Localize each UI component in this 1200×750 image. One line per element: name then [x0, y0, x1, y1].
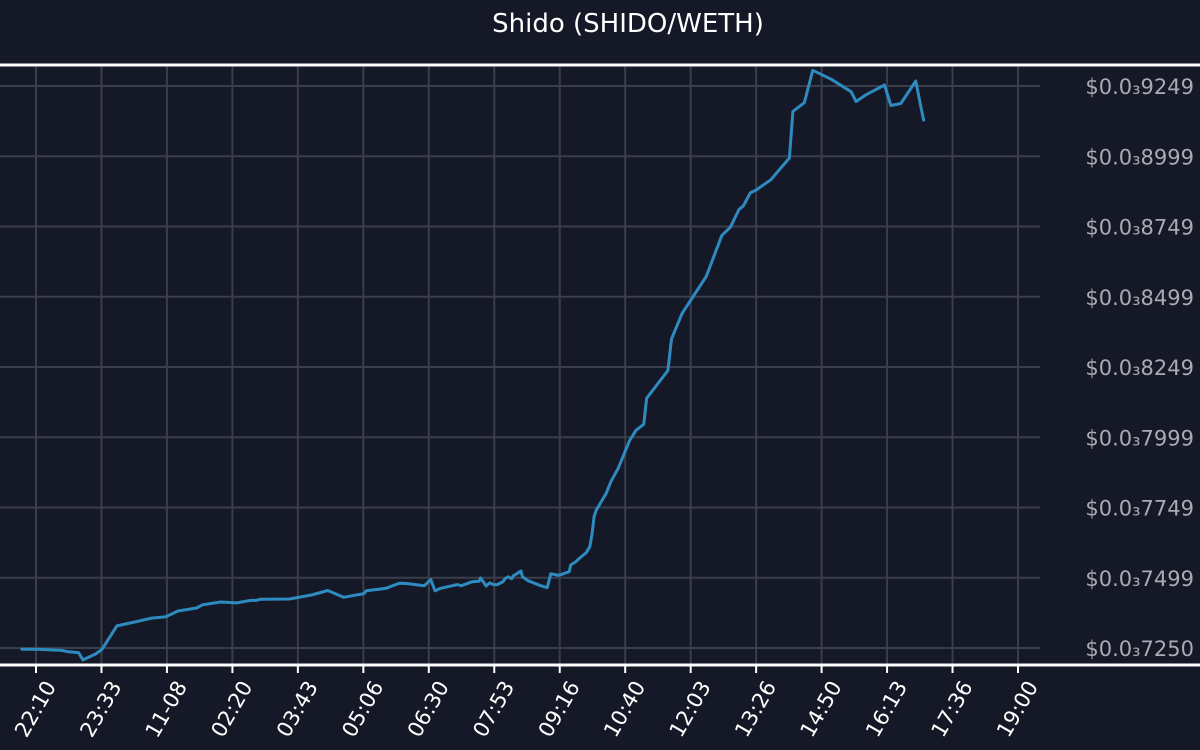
chart-title: Shido (SHIDO/WETH) [492, 9, 764, 39]
y-tick-label: $0.0₃8249 [1085, 356, 1194, 380]
axis-layer [0, 63, 1200, 673]
y-tick-label: $0.0₃7749 [1085, 497, 1194, 521]
price-series-line [20, 68, 926, 662]
y-tick-label: $0.0₃7499 [1085, 567, 1194, 591]
y-tick-label: $0.0₃7999 [1085, 426, 1194, 450]
y-tick-label: $0.0₃8999 [1085, 145, 1194, 169]
y-tick-label: $0.0₃8749 [1085, 216, 1194, 240]
y-axis-tick-labels: $0.0₃7250 $0.0₃7499 $0.0₃7749 $0.0₃7999 $0.0… [1085, 75, 1194, 661]
y-tick-label: $0.0₃7250 [1085, 637, 1194, 661]
grid-lines [0, 65, 1040, 665]
series-layer [20, 68, 926, 662]
y-tick-label: $0.0₃9249 [1085, 75, 1194, 99]
y-tick-label: $0.0₃8499 [1085, 286, 1194, 310]
